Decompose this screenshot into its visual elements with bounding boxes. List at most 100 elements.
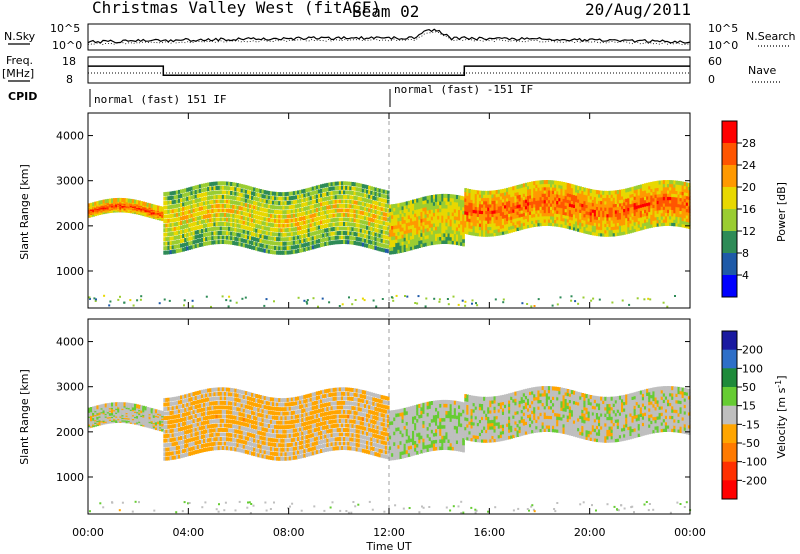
echo-cell (372, 227, 375, 232)
echo-cell (518, 190, 522, 195)
echo-cell (518, 207, 522, 211)
echo-cell (374, 196, 378, 201)
echo-cell (267, 218, 271, 222)
echo-cell (539, 180, 543, 185)
echo-cell (485, 232, 488, 237)
echo-cell (554, 222, 557, 227)
echo-cell (671, 222, 674, 227)
echo-cell (654, 219, 658, 224)
echo-cell (175, 409, 179, 414)
echo-cell (269, 236, 273, 241)
echo-cell (230, 186, 233, 191)
echo-cell (345, 190, 348, 195)
echo-cell (487, 232, 490, 237)
echo-cell (520, 190, 524, 195)
echo-cell (409, 235, 413, 240)
echo-cell (681, 207, 685, 212)
echo-cell (483, 216, 486, 221)
echo-cell (115, 198, 118, 202)
echo-cell (618, 199, 622, 204)
echo-cell (453, 226, 457, 231)
echo-cell (194, 212, 198, 217)
echo-cell (265, 298, 268, 301)
echo-cell (397, 249, 401, 254)
echo-cell (568, 209, 572, 214)
echo-cell (453, 205, 457, 210)
echo-cell (397, 231, 401, 236)
echo-cell (389, 208, 392, 212)
echo-cell (401, 237, 405, 242)
echo-cell (539, 190, 543, 194)
echo-cell (648, 204, 651, 209)
echo-cell (585, 197, 589, 202)
echo-cell (320, 238, 323, 243)
echo-cell (520, 216, 524, 221)
echo-cell (223, 217, 227, 222)
echo-cell (554, 212, 557, 217)
echo-cell (405, 212, 409, 216)
echo-cell (677, 184, 681, 189)
echo-cell (184, 407, 187, 412)
echo-cell (608, 206, 612, 211)
echo-cell (343, 199, 346, 204)
echo-cell (203, 192, 206, 197)
echo-cell (165, 402, 168, 407)
echo-cell (453, 233, 457, 238)
echo-cell (481, 210, 484, 215)
echo-cell (182, 197, 185, 202)
echo-cell (499, 215, 503, 220)
echo-cell (610, 193, 614, 198)
echo-cell (495, 231, 499, 236)
echo-cell (232, 200, 235, 205)
echo-cell (255, 188, 258, 192)
echo-cell (420, 222, 424, 227)
echo-cell (221, 190, 225, 195)
echo-cell (384, 239, 388, 244)
echo-cell (648, 224, 651, 229)
echo-cell (610, 216, 614, 221)
echo-cell (366, 212, 369, 217)
echo-cell (288, 245, 292, 250)
echo-cell (357, 232, 361, 237)
echo-cell (326, 214, 329, 219)
echo-cell (527, 182, 530, 187)
echo-cell (560, 184, 564, 189)
echo-cell (376, 197, 380, 202)
echo-cell (200, 403, 204, 408)
echo-cell (301, 189, 304, 194)
echo-cell (297, 199, 300, 204)
echo-cell (403, 201, 407, 206)
echo-cell (547, 222, 551, 226)
echo-cell (654, 181, 658, 186)
echo-cell (424, 199, 428, 204)
echo-cell (587, 217, 591, 222)
echo-cell (554, 216, 557, 220)
echo-cell (529, 198, 532, 202)
echo-cell (583, 210, 587, 215)
echo-cell (504, 194, 507, 199)
echo-cell (501, 230, 505, 235)
echo-cell (194, 441, 198, 446)
echo-cell (152, 408, 156, 413)
echo-cell (257, 238, 260, 243)
echo-cell (115, 402, 118, 407)
nsearch-label: N.Search (746, 30, 796, 43)
echo-cell (600, 219, 603, 224)
echo-cell (568, 225, 572, 230)
echo-cell (403, 223, 407, 228)
echo-cell (470, 212, 474, 216)
echo-cell (284, 232, 288, 237)
echo-cell (309, 241, 313, 246)
echo-cell (649, 298, 652, 301)
echo-cell (255, 210, 258, 215)
echo-cell (292, 249, 296, 254)
echo-cell (241, 297, 244, 300)
echo-cell (520, 209, 524, 214)
echo-cell (221, 185, 225, 190)
echo-cell (328, 196, 332, 201)
echo-cell (466, 201, 469, 206)
echo-cell (497, 199, 501, 204)
echo-cell (495, 209, 499, 214)
echo-cell (353, 213, 357, 218)
echo-cell (646, 205, 649, 210)
